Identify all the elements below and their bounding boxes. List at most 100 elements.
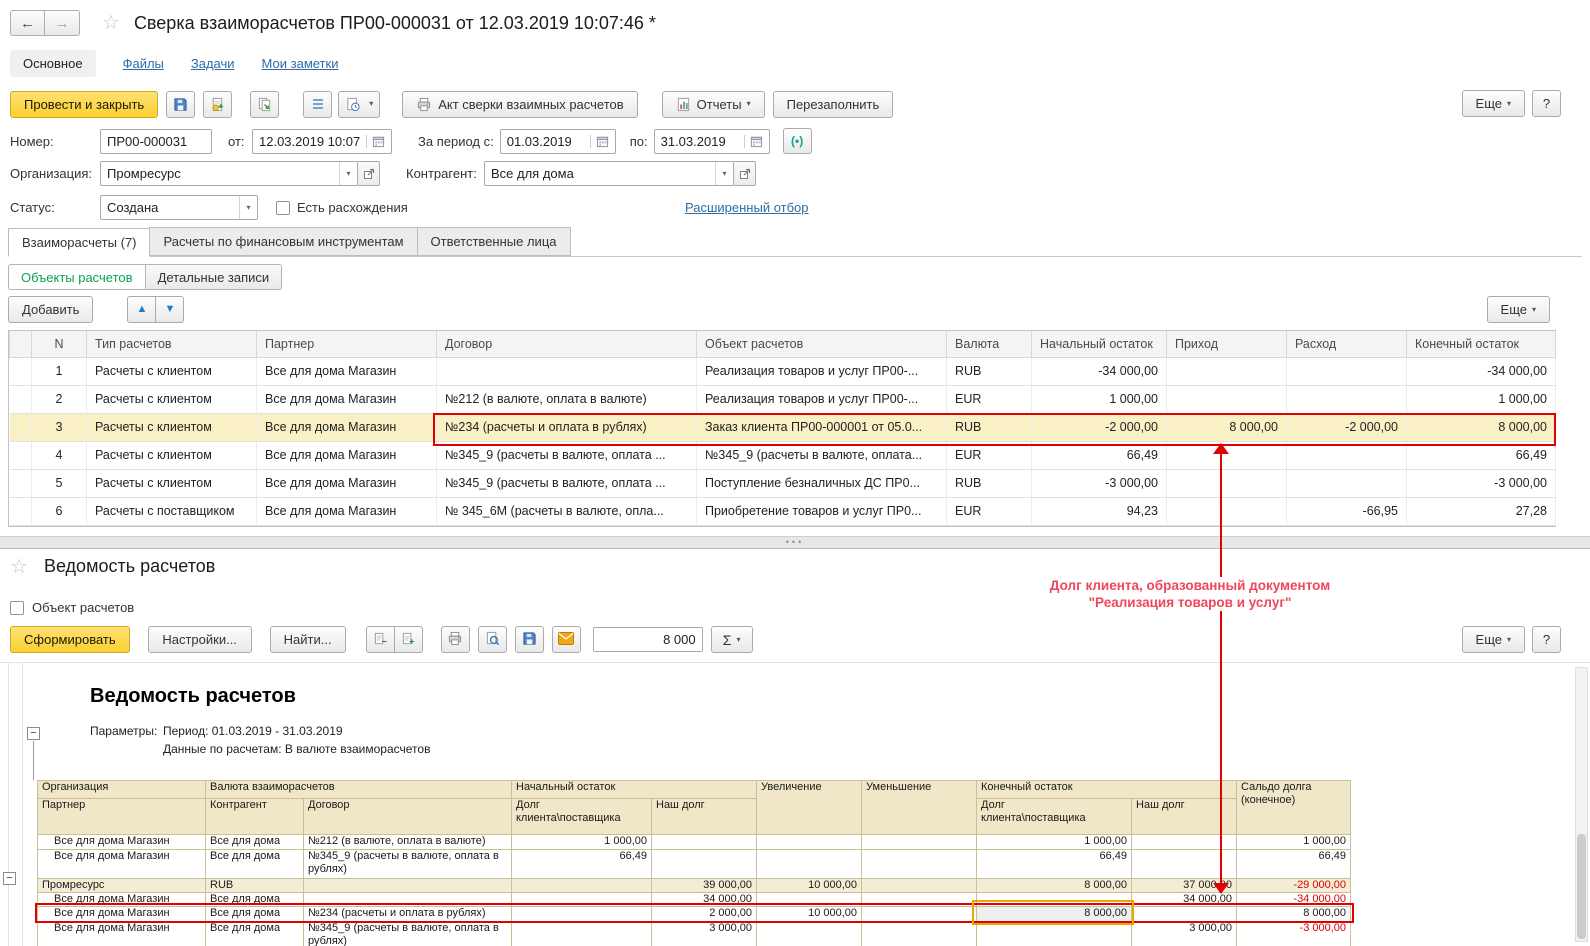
number-input[interactable]: ПР00-000031 bbox=[100, 128, 212, 154]
preview-button[interactable] bbox=[477, 626, 507, 653]
col-currency[interactable]: Валюта bbox=[946, 331, 1032, 358]
nav-link-tasks[interactable]: Задачи bbox=[190, 56, 235, 71]
calendar-icon[interactable] bbox=[366, 134, 385, 148]
back-button[interactable]: ← bbox=[10, 10, 45, 36]
col-client-debt[interactable]: Долг клиента\поставщика bbox=[976, 798, 1133, 835]
report-scrollbar[interactable] bbox=[1575, 667, 1588, 942]
reports-button[interactable]: Отчеты ▾ bbox=[661, 90, 765, 118]
report-more-button[interactable]: Еще ▾ bbox=[1461, 626, 1525, 653]
refill-button[interactable]: Перезаполнить bbox=[772, 90, 894, 118]
status-combo[interactable]: Создана ▾ bbox=[100, 195, 258, 220]
col-n[interactable]: N bbox=[31, 331, 87, 358]
settings-button[interactable]: Настройки... bbox=[147, 626, 252, 653]
col-partner[interactable]: Партнер bbox=[256, 331, 437, 358]
col-partner[interactable]: Партнер bbox=[37, 798, 206, 835]
save-report-button[interactable] bbox=[514, 626, 544, 653]
move-up-button[interactable]: ▲ bbox=[127, 296, 157, 323]
report-group-row[interactable]: Промресурс RUB 39 000,00 10 000,00 8 000,00 3… bbox=[37, 878, 1352, 893]
group-expander[interactable]: − bbox=[3, 872, 16, 885]
col-income[interactable]: Приход bbox=[1166, 331, 1287, 358]
col-object[interactable]: Объект расчетов bbox=[696, 331, 947, 358]
col-contract[interactable]: Договор bbox=[303, 798, 512, 835]
sum-function-button[interactable]: Σ ▾ bbox=[710, 626, 753, 653]
tab-responsible-persons[interactable]: Ответственные лица bbox=[416, 227, 571, 256]
tab-financial-instruments[interactable]: Расчеты по финансовым инструментам bbox=[149, 227, 418, 256]
report-row-highlighted[interactable]: Все для дома Магазин Все для дома №234 (ра… bbox=[37, 906, 1352, 922]
col-closing[interactable]: Конечный остаток bbox=[1406, 331, 1556, 358]
find-button[interactable]: Найти... bbox=[269, 626, 346, 653]
col-type[interactable]: Тип расчетов bbox=[86, 331, 257, 358]
sum-field[interactable]: 8 000 bbox=[592, 627, 703, 652]
move-down-button[interactable]: ▼ bbox=[155, 296, 185, 323]
chevron-down-icon[interactable]: ▾ bbox=[339, 162, 357, 185]
col-organization[interactable]: Организация bbox=[37, 780, 206, 799]
print-button[interactable] bbox=[440, 626, 470, 653]
toggle-calculation-objects[interactable]: Объекты расчетов bbox=[8, 264, 146, 290]
col-our-debt[interactable]: Наш долг bbox=[650, 798, 758, 835]
table-row[interactable]: 2 Расчеты с клиентом Все для дома Магазин №… bbox=[9, 385, 1556, 414]
table-more-button[interactable]: Еще ▾ bbox=[1486, 296, 1550, 323]
pane-splitter[interactable]: ••• bbox=[0, 536, 1590, 549]
save-button[interactable] bbox=[166, 90, 196, 118]
toggle-detailed-records[interactable]: Детальные записи bbox=[144, 264, 283, 290]
organization-open-button[interactable] bbox=[358, 161, 380, 186]
col-our-debt[interactable]: Наш долг bbox=[1131, 798, 1238, 835]
col-currency[interactable]: Валюта взаиморасчетов bbox=[205, 780, 512, 799]
report-row[interactable]: Все для дома Магазин Все для дома №345_9 (… bbox=[37, 849, 1352, 879]
col-closing-balance[interactable]: Конечный остаток bbox=[976, 780, 1238, 799]
history-button[interactable]: ▾ bbox=[338, 90, 381, 118]
period-to-input[interactable]: 31.03.2019 bbox=[653, 128, 770, 154]
counterparty-open-button[interactable] bbox=[734, 161, 756, 186]
col-contract[interactable]: Договор bbox=[436, 331, 697, 358]
group-expander[interactable]: − bbox=[27, 727, 40, 740]
nav-tab-main[interactable]: Основное bbox=[10, 50, 96, 77]
col-expense[interactable]: Расход bbox=[1286, 331, 1407, 358]
forward-button[interactable]: → bbox=[45, 10, 80, 36]
col-opening[interactable]: Начальный остаток bbox=[1031, 331, 1167, 358]
table-row[interactable]: 1 Расчеты с клиентом Все для дома Магазин Р… bbox=[9, 357, 1556, 386]
table-row[interactable]: 5 Расчеты с клиентом Все для дома Магазин №… bbox=[9, 469, 1556, 498]
counterparty-combo[interactable]: Все для дома ▾ bbox=[484, 161, 734, 186]
period-from-input[interactable]: 01.03.2019 bbox=[499, 128, 616, 154]
post-document-button[interactable] bbox=[203, 90, 233, 118]
post-and-close-button[interactable]: Провести и закрыть bbox=[10, 90, 159, 118]
add-button[interactable]: Добавить bbox=[8, 296, 94, 323]
col-client-debt[interactable]: Долг клиента\поставщика bbox=[511, 798, 652, 835]
create-based-on-button[interactable] bbox=[250, 90, 280, 118]
scrollbar-thumb[interactable] bbox=[1577, 834, 1586, 939]
reconciliation-act-button[interactable]: Акт сверки взаимных расчетов bbox=[402, 90, 638, 118]
tab-settlements[interactable]: Взаиморасчеты (7) bbox=[8, 228, 151, 257]
more-button[interactable]: Еще ▾ bbox=[1461, 90, 1525, 117]
col-increase[interactable]: Увеличение bbox=[756, 780, 863, 835]
col-counterparty[interactable]: Контрагент bbox=[205, 798, 304, 835]
report-row[interactable]: Все для дома Магазин Все для дома №212 (в … bbox=[37, 834, 1352, 850]
report-row[interactable]: Все для дома Магазин Все для дома №345_9 (… bbox=[37, 921, 1352, 946]
report-help-button[interactable]: ? bbox=[1532, 626, 1561, 653]
help-button[interactable]: ? bbox=[1532, 90, 1561, 117]
report-row[interactable]: Все для дома Магазин Все для дома 34 000,0… bbox=[37, 892, 1352, 907]
col-debt-saldo[interactable]: Сальдо долга (конечное) bbox=[1236, 780, 1352, 835]
col-opening-balance[interactable]: Начальный остаток bbox=[510, 780, 758, 799]
advanced-filter-link[interactable]: Расширенный отбор bbox=[685, 200, 809, 215]
chevron-down-icon[interactable]: ▾ bbox=[239, 196, 257, 219]
chevron-down-icon[interactable]: ▾ bbox=[715, 162, 733, 185]
generate-button[interactable]: Сформировать bbox=[10, 626, 130, 653]
table-row[interactable]: 6 Расчеты с поставщиком Все для дома Магаз… bbox=[9, 497, 1556, 526]
select-period-button[interactable]: (•) bbox=[782, 128, 812, 154]
table-row[interactable]: 4 Расчеты с клиентом Все для дома Магазин №… bbox=[9, 441, 1556, 470]
nav-link-files[interactable]: Файлы bbox=[122, 56, 164, 71]
table-row-highlighted[interactable]: 3 Расчеты с клиентом Все для дома Магазин №… bbox=[9, 413, 1556, 442]
doc-date-input[interactable]: 12.03.2019 10:07:46 bbox=[252, 128, 392, 154]
collapse-groups-button[interactable]: − bbox=[365, 626, 395, 653]
favorite-star-icon[interactable]: ☆ bbox=[102, 12, 120, 34]
favorite-star-icon[interactable]: ☆ bbox=[10, 555, 28, 578]
organization-combo[interactable]: Промресурс ▾ bbox=[100, 161, 358, 186]
calendar-icon[interactable] bbox=[743, 134, 763, 148]
calendar-icon[interactable] bbox=[589, 134, 609, 148]
col-decrease[interactable]: Уменьшение bbox=[861, 780, 978, 835]
discrepancy-checkbox[interactable] bbox=[276, 200, 290, 215]
expand-groups-button[interactable]: + bbox=[393, 626, 423, 653]
object-checkbox[interactable] bbox=[10, 600, 24, 615]
nav-link-notes[interactable]: Мои заметки bbox=[261, 56, 339, 71]
movements-list-button[interactable] bbox=[303, 90, 333, 118]
